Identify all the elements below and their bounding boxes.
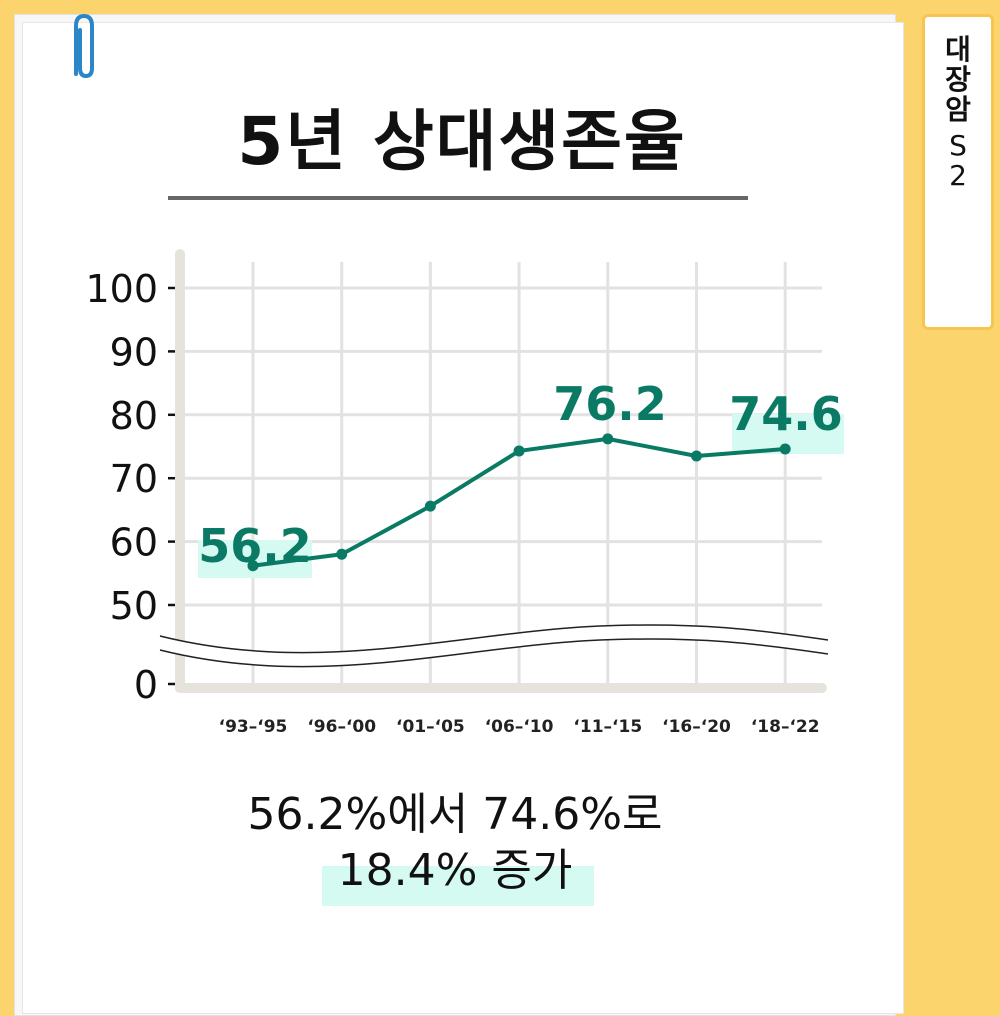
title-divider [168,196,748,200]
summary-line-2: 18.4% 증가 [337,845,573,896]
y-tick-label: 90 [110,330,158,374]
data-label: 56.2 [198,519,312,573]
tab-char-2: 장 [945,63,971,96]
data-point [691,450,702,462]
x-tick-label: ‘18–‘22 [751,717,820,737]
x-tick-label: ‘01–‘05 [396,717,465,737]
paper-sheet [22,22,904,1014]
data-point [513,445,525,457]
axis-break-line-bottom [159,638,829,668]
axis-break-band [160,624,828,667]
y-tick-label: 80 [110,394,158,438]
data-point [424,500,436,512]
y-tick-label: 60 [110,521,158,565]
y-tick-label: 0 [134,663,158,707]
paperclip-icon [74,13,94,79]
survival-line-chart: 0 50 60 70 80 90 100 ‘93–‘95 ‘96–‘00 ‘01–‘05 ‘06–‘… [85,249,844,737]
data-point [247,560,259,572]
summary-line-1: 56.2%에서 74.6%로 [247,789,663,840]
y-tick-label: 70 [110,457,158,501]
page-title: 5년 상대생존율 [237,103,687,180]
data-point [336,548,348,560]
y-tick-label: 50 [110,584,158,628]
x-tick-label: ‘06–‘10 [485,717,554,737]
category-tab-text: 대 장 암 S 2 [925,35,991,191]
axis-break-line-top [159,624,829,654]
y-tick-label: 100 [85,267,158,311]
data-point [779,443,791,455]
tab-char-4: S [949,129,967,162]
x-tick-label: ‘96–‘00 [307,717,376,737]
x-tick-label: ‘93–‘95 [219,717,288,737]
tab-char-5: 2 [949,159,967,192]
tab-char-3: 암 [945,93,971,126]
data-point [602,433,614,445]
x-tick-label: ‘11–‘15 [573,717,642,737]
tab-char-1: 대 [945,33,971,66]
summary-highlight [322,866,594,906]
data-label: 74.6 [729,387,843,441]
data-label: 76.2 [553,377,667,431]
category-tab: 대 장 암 S 2 [922,14,994,330]
x-tick-label: ‘16–‘20 [662,717,731,737]
